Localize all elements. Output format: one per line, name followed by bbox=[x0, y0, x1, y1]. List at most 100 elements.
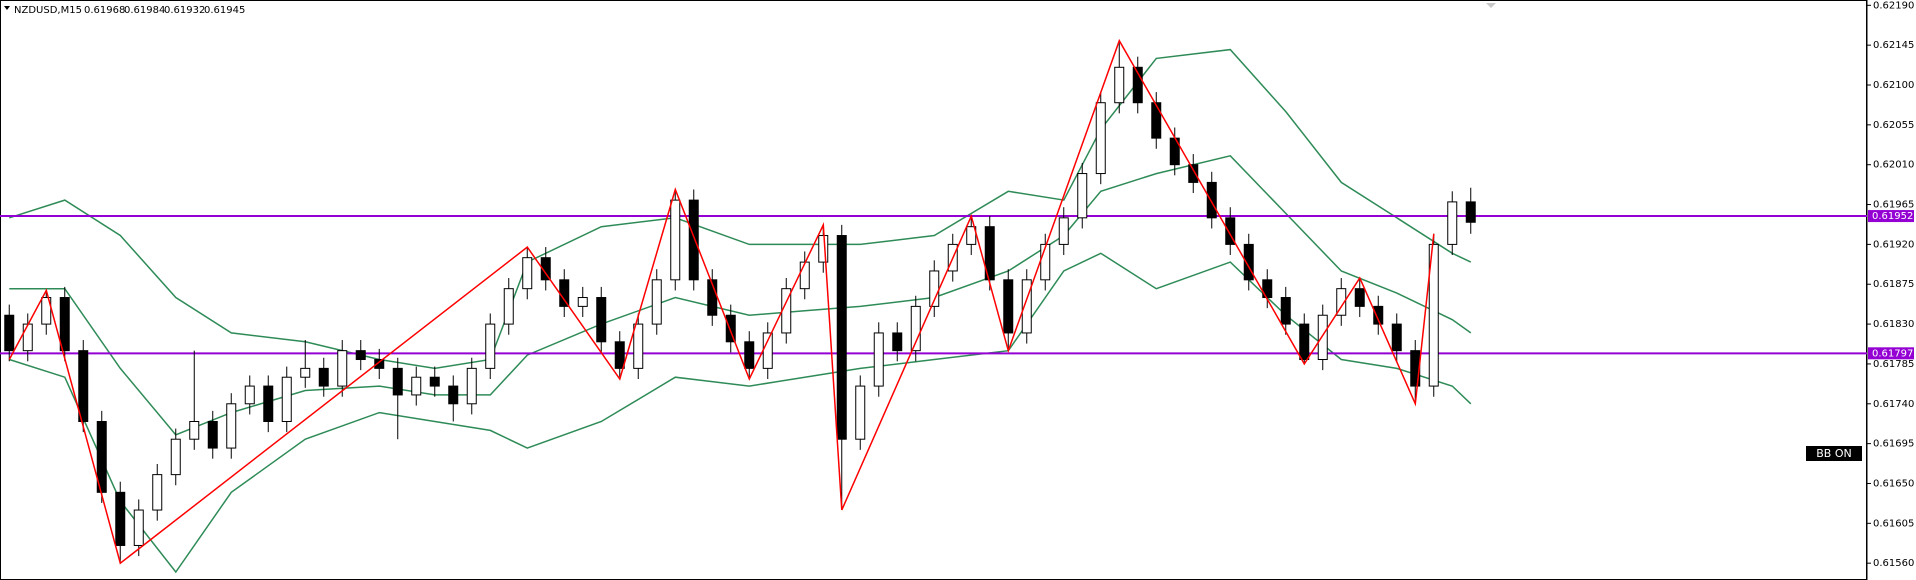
candle-body bbox=[725, 314, 736, 343]
candle-body bbox=[1428, 243, 1439, 387]
candle-body bbox=[189, 420, 200, 440]
candle-body bbox=[873, 332, 884, 387]
candle-body bbox=[540, 257, 551, 281]
candle-body bbox=[633, 323, 644, 369]
candle-body bbox=[1373, 305, 1384, 325]
candle-body bbox=[1354, 288, 1365, 307]
candle-body bbox=[485, 323, 496, 369]
indicator-box bbox=[1806, 446, 1862, 461]
level-label-box bbox=[1868, 347, 1914, 360]
candle-body bbox=[374, 359, 385, 369]
level-label: 0.61797 bbox=[1872, 348, 1913, 359]
y-tick-label: 0.61965 bbox=[1873, 200, 1914, 211]
candle-body bbox=[855, 385, 866, 440]
candle-body bbox=[1095, 102, 1106, 175]
candle-body bbox=[1077, 173, 1088, 219]
candle-body bbox=[1003, 279, 1014, 334]
y-tick-label: 0.62010 bbox=[1873, 160, 1914, 171]
candle-body bbox=[429, 376, 440, 387]
indicator-label: BB ON bbox=[1816, 447, 1851, 460]
candle-body bbox=[1447, 201, 1458, 245]
ohlc-high: 0.61984 bbox=[124, 5, 165, 16]
candle-body bbox=[318, 367, 329, 387]
candle-body bbox=[651, 279, 662, 325]
candle-body bbox=[411, 376, 422, 396]
y-tick-label: 0.61560 bbox=[1873, 558, 1914, 569]
candle-body bbox=[22, 323, 33, 352]
candle-body bbox=[170, 438, 181, 476]
candle-body bbox=[1188, 164, 1199, 183]
candle-body bbox=[670, 199, 681, 281]
candle-body bbox=[1132, 66, 1143, 104]
y-tick-label: 0.61605 bbox=[1873, 518, 1914, 529]
chart-title: NZDUSD,M15 bbox=[14, 5, 82, 16]
y-tick-label: 0.61695 bbox=[1873, 439, 1914, 450]
candle-body bbox=[1151, 102, 1162, 139]
menu-triangle[interactable] bbox=[4, 6, 10, 10]
level-label-box bbox=[1868, 210, 1914, 223]
candle-body bbox=[207, 420, 218, 449]
y-tick-label: 0.61785 bbox=[1873, 359, 1914, 370]
candle-body bbox=[1391, 323, 1402, 352]
candle-body bbox=[41, 297, 52, 325]
candle-body bbox=[762, 332, 773, 369]
candle-body bbox=[1206, 181, 1217, 219]
candle-body bbox=[1280, 297, 1291, 325]
candle-body bbox=[892, 332, 903, 352]
candle-body bbox=[448, 385, 459, 405]
candle-body bbox=[688, 199, 699, 281]
y-tick-label: 0.61875 bbox=[1873, 279, 1914, 290]
candle-body bbox=[522, 257, 533, 290]
bollinger-lower bbox=[9, 252, 1472, 574]
candle-body bbox=[1262, 279, 1273, 299]
candle-body bbox=[1225, 217, 1236, 245]
candle-body bbox=[1336, 288, 1347, 316]
candle-body bbox=[226, 403, 237, 449]
candle-body bbox=[115, 491, 126, 546]
candle-body bbox=[744, 341, 755, 369]
y-tick-label: 0.62190 bbox=[1873, 0, 1914, 11]
candle-body bbox=[910, 305, 921, 352]
y-tick-label: 0.61740 bbox=[1873, 399, 1914, 410]
candle-body bbox=[1243, 243, 1254, 281]
candle-body bbox=[1299, 323, 1310, 361]
ohlc-close: 0.61945 bbox=[204, 5, 245, 16]
candle-body bbox=[152, 474, 163, 511]
candle-body bbox=[559, 279, 570, 307]
candle-body bbox=[1114, 66, 1125, 104]
candle-body bbox=[133, 509, 144, 546]
candle-body bbox=[281, 376, 292, 422]
y-tick-label: 0.62100 bbox=[1873, 80, 1914, 91]
y-tick-label: 0.62145 bbox=[1873, 40, 1914, 51]
shift-marker bbox=[1486, 3, 1496, 8]
candle-body bbox=[614, 341, 625, 369]
y-tick-label: 0.61920 bbox=[1873, 239, 1914, 250]
y-tick-label: 0.61650 bbox=[1873, 478, 1914, 489]
candle-body bbox=[1058, 217, 1069, 245]
candle-body bbox=[4, 314, 15, 352]
y-tick-label: 0.61830 bbox=[1873, 319, 1914, 330]
candle-body bbox=[984, 226, 995, 281]
candle-body bbox=[596, 297, 607, 343]
candle-body bbox=[263, 385, 274, 422]
candle-body bbox=[466, 367, 477, 405]
candle-body bbox=[577, 297, 588, 307]
zigzag bbox=[8, 38, 1435, 565]
candle-body bbox=[59, 297, 70, 352]
candle-body bbox=[503, 288, 514, 325]
candle-body bbox=[1465, 201, 1476, 223]
candle-body bbox=[1021, 279, 1032, 334]
candle-body bbox=[355, 350, 366, 361]
candle-body bbox=[836, 235, 847, 440]
bollinger-middle bbox=[9, 154, 1472, 436]
candle-body bbox=[392, 367, 403, 396]
ohlc-low: 0.61932 bbox=[164, 5, 205, 16]
level-label: 0.61952 bbox=[1872, 211, 1913, 222]
y-tick-label: 0.62055 bbox=[1873, 120, 1914, 131]
candle-body bbox=[300, 367, 311, 378]
bollinger-upper bbox=[9, 48, 1472, 370]
candle-body bbox=[966, 226, 977, 245]
candle-body bbox=[337, 350, 348, 387]
